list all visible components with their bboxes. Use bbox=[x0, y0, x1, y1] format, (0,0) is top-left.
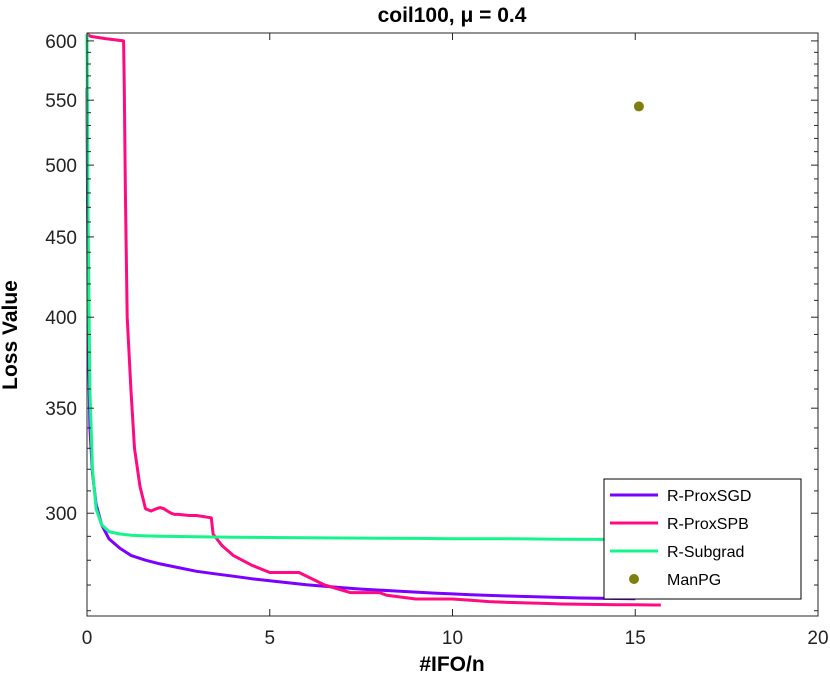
series-point-manpg bbox=[633, 101, 644, 112]
series-line-r-subgrad bbox=[85, 34, 654, 542]
legend-swatch-manpg bbox=[629, 574, 639, 584]
y-tick-label: 500 bbox=[45, 156, 77, 177]
y-tick-label: 600 bbox=[45, 32, 77, 53]
x-tick-label: 15 bbox=[625, 628, 646, 649]
legend-label-r-proxsgd: R-ProxSGD bbox=[667, 488, 751, 505]
y-tick-label: 400 bbox=[45, 308, 77, 329]
x-tick-label: 10 bbox=[442, 628, 463, 649]
y-tick-label: 350 bbox=[45, 399, 77, 420]
legend-label-r-proxspb: R-ProxSPB bbox=[667, 516, 749, 533]
x-tick-label: 20 bbox=[807, 628, 828, 649]
x-tick-label: 5 bbox=[264, 628, 275, 649]
series-line-r-proxspb bbox=[86, 32, 661, 607]
axes-layer: 0 5 10 15 20 300 350 400 450 500 550 600 bbox=[45, 32, 828, 649]
chart-title: coil100, μ = 0.4 bbox=[378, 4, 527, 27]
series-line-r-proxsgd bbox=[85, 87, 636, 601]
legend: R-ProxSGD R-ProxSPB R-Subgrad ManPG bbox=[603, 478, 802, 600]
y-tick-label: 550 bbox=[45, 91, 77, 112]
legend-label-r-subgrad: R-Subgrad bbox=[667, 544, 744, 561]
x-tick-label: 0 bbox=[82, 628, 93, 649]
series-layer bbox=[85, 32, 661, 607]
y-tick-label: 450 bbox=[45, 228, 77, 249]
x-axis-label: #IFO/n bbox=[419, 653, 484, 676]
y-tick-label: 300 bbox=[45, 504, 77, 525]
legend-label-manpg: ManPG bbox=[667, 572, 721, 589]
y-axis-label: Loss Value bbox=[0, 280, 22, 390]
